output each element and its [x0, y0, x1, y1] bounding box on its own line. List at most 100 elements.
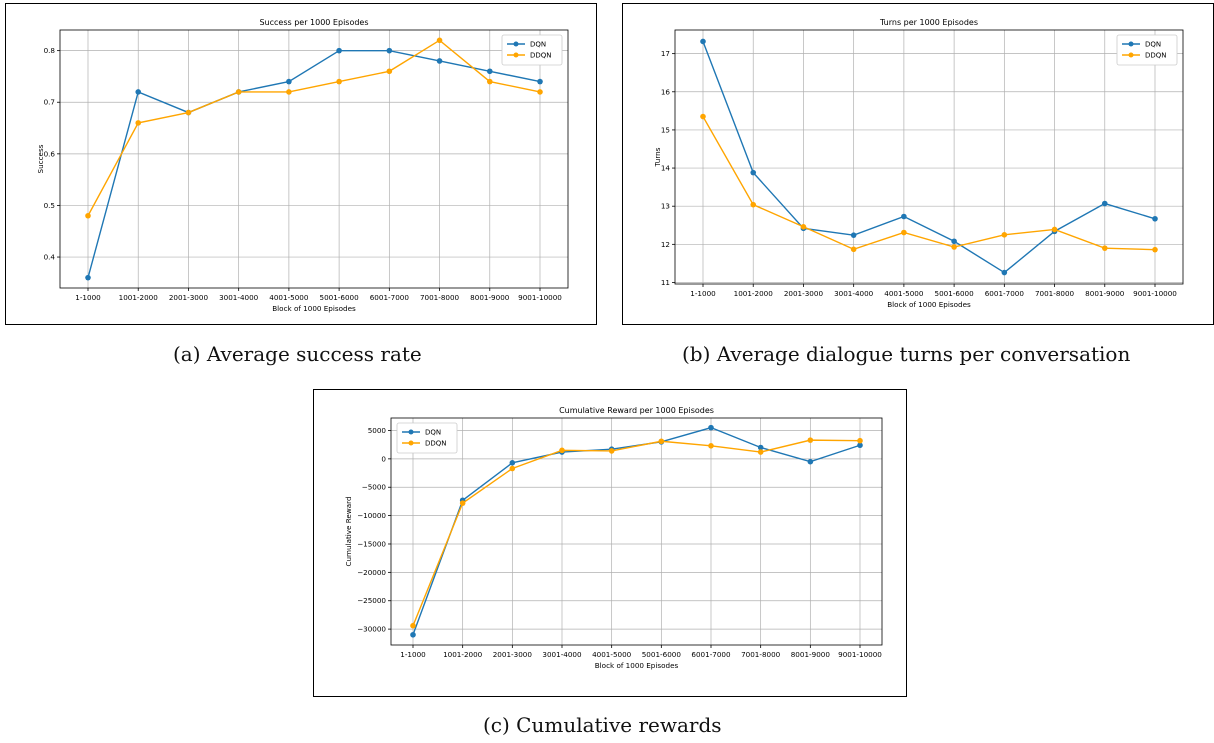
legend-marker-dqn: [513, 41, 519, 47]
x-tick-label: 6001-7000: [691, 650, 731, 659]
chart-title: Turns per 1000 Episodes: [879, 18, 978, 27]
plot-frame: [59, 29, 569, 289]
x-tick-label: 4001-5000: [884, 289, 924, 298]
legend: DQN DDQN: [1116, 34, 1178, 66]
data-point-ddqn: [1051, 226, 1058, 233]
data-point-dqn: [336, 47, 342, 54]
data-point-ddqn: [509, 465, 516, 472]
x-tick-label: 1-1000: [690, 289, 716, 298]
turns-chart: 1-1000 1001-2000 2001-3000 3001-4000 4001-50…: [653, 18, 1184, 309]
y-tick-label: 15: [661, 125, 670, 134]
data-point-dqn: [850, 232, 857, 238]
legend-box: [1116, 34, 1178, 66]
legend: DQN DDQN: [501, 34, 563, 66]
y-axis-label: Turns: [653, 147, 662, 167]
y-tick-label: 13: [661, 202, 670, 211]
x-tick-label: 7001-8000: [420, 293, 460, 302]
data-point-dqn: [1152, 215, 1158, 222]
data-point-ddqn: [185, 109, 192, 116]
data-point-ddqn: [800, 223, 807, 230]
reward-chart: 1-1000 1001-2000 2001-3000 3001-4000 4001-50…: [344, 406, 883, 670]
y-tick-label: 17: [661, 49, 670, 58]
data-point-ddqn: [486, 78, 493, 85]
reward-chart-panel: 1-1000 1001-2000 2001-3000 3001-4000 4001-50…: [313, 389, 907, 697]
y-tick-label: −30000: [357, 625, 386, 634]
caption-c: (c) Cumulative rewards: [483, 713, 722, 737]
x-tick-label: 5001-6000: [935, 289, 975, 298]
data-point-ddqn: [436, 37, 443, 44]
x-tick-label: 1-1000: [75, 293, 101, 302]
legend-label-ddqn: DDQN: [1145, 52, 1167, 60]
chart-title: Success per 1000 Episodes: [259, 18, 368, 27]
y-axis-label: Success: [36, 144, 45, 173]
legend-label-dqn: DQN: [1145, 41, 1161, 49]
x-tick-label: 5001-6000: [642, 650, 682, 659]
x-tick-label: 2001-3000: [169, 293, 209, 302]
data-point-dqn: [386, 47, 393, 54]
data-point-dqn: [509, 460, 516, 466]
x-tick-label: 8001-9000: [470, 293, 510, 302]
y-tick-label: 0: [381, 454, 386, 463]
chart-title: Cumulative Reward per 1000 Episodes: [559, 406, 714, 415]
caption-a: (a) Average success rate: [173, 342, 422, 366]
series-line-dqn: [702, 41, 1156, 274]
x-axis-label: Block of 1000 Episodes: [887, 300, 971, 309]
data-point-dqn: [286, 78, 292, 85]
plot-frame: [390, 417, 883, 646]
legend-label-ddqn: DDQN: [530, 52, 552, 60]
data-point-ddqn: [1001, 232, 1008, 238]
data-point-dqn: [901, 213, 907, 220]
data-point-dqn: [857, 442, 863, 449]
data-point-dqn: [410, 631, 416, 638]
success-chart-panel: 1-1000 1001-2000 2001-3000 3001-4000 4001-50…: [5, 3, 597, 325]
y-tick-label: 0.8: [44, 46, 56, 55]
data-point-ddqn: [135, 120, 142, 126]
series-line-ddqn: [412, 439, 861, 626]
data-point-ddqn: [700, 113, 706, 120]
x-tick-label: 4001-5000: [269, 293, 309, 302]
data-point-dqn: [537, 78, 543, 85]
legend-marker-dqn: [1128, 41, 1134, 47]
y-tick-label: −20000: [357, 568, 386, 577]
legend-marker-ddqn: [1128, 52, 1134, 58]
data-point-ddqn: [750, 201, 757, 208]
series-line-ddqn: [87, 39, 541, 217]
turns-chart-panel: 1-1000 1001-2000 2001-3000 3001-4000 4001-50…: [622, 3, 1214, 325]
y-tick-label: 14: [661, 164, 671, 173]
data-point-ddqn: [850, 246, 857, 253]
x-tick-label: 9001-10000: [518, 293, 562, 302]
x-tick-label: 9001-10000: [1133, 289, 1177, 298]
x-tick-label: 7001-8000: [1035, 289, 1075, 298]
data-point-dqn: [807, 458, 814, 465]
legend-marker-ddqn: [513, 52, 519, 58]
y-tick-label: −25000: [357, 596, 386, 605]
x-tick-label: 5001-6000: [320, 293, 360, 302]
x-tick-label: 8001-9000: [791, 650, 831, 659]
data-point-ddqn: [857, 437, 863, 444]
y-tick-label: −15000: [357, 539, 386, 548]
x-tick-label: 8001-9000: [1085, 289, 1125, 298]
data-point-dqn: [951, 238, 957, 245]
data-point-dqn: [1101, 200, 1108, 207]
series-line-ddqn: [702, 116, 1156, 251]
legend-label-ddqn: DDQN: [425, 440, 447, 448]
success-chart: 1-1000 1001-2000 2001-3000 3001-4000 4001-50…: [36, 18, 569, 313]
x-tick-label: 1001-2000: [734, 289, 774, 298]
y-tick-label: 16: [661, 87, 671, 96]
data-point-ddqn: [559, 447, 565, 454]
data-point-ddqn: [608, 448, 615, 454]
data-point-ddqn: [85, 212, 91, 219]
x-tick-label: 3001-4000: [834, 289, 874, 298]
x-tick-label: 2001-3000: [784, 289, 824, 298]
y-tick-label: 0.7: [44, 98, 55, 107]
x-tick-label: 6001-7000: [985, 289, 1025, 298]
x-tick-label: 6001-7000: [370, 293, 410, 302]
legend: DQN DDQN: [396, 422, 458, 454]
legend-marker-ddqn: [408, 440, 414, 446]
y-tick-label: −5000: [362, 483, 387, 492]
data-point-ddqn: [336, 78, 342, 85]
x-tick-label: 9001-10000: [838, 650, 882, 659]
data-point-dqn: [135, 89, 142, 95]
caption-b: (b) Average dialogue turns per conversat…: [682, 342, 1131, 366]
y-tick-label: 12: [661, 240, 670, 249]
